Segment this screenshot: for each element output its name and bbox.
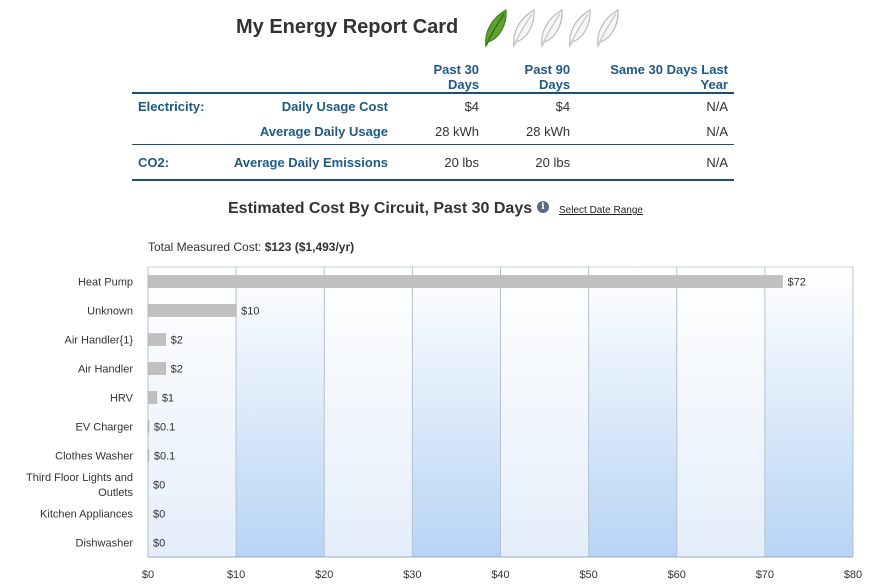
data-label: $0.1: [154, 422, 175, 434]
row-metric: Average Daily Usage: [259, 124, 388, 139]
stats-row: CO2: Average Daily Emissions 20 lbs 20 l…: [132, 144, 734, 181]
total-value: $123 ($1,493/yr): [264, 240, 355, 254]
energy-stats-table: Past 30 Days Past 90 Days Same 30 Days L…: [132, 62, 734, 181]
category-label: Air Handler{1}: [65, 335, 134, 347]
bar[interactable]: [147, 333, 166, 346]
total-measured-cost: Total Measured Cost: $123 ($1,493/yr): [148, 240, 354, 254]
grid-band: [500, 268, 589, 557]
column-header: Past 90 Days: [524, 62, 571, 92]
category-label: Air Handler: [78, 364, 133, 376]
report-title: My Energy Report Card: [236, 16, 459, 38]
row-value: 28 kWh: [434, 124, 480, 139]
data-label: $0: [153, 509, 165, 521]
row-value: 28 kWh: [526, 124, 571, 139]
stats-row: Average Daily Usage 28 kWh 28 kWh N/A: [132, 119, 734, 145]
leaf-empty-icon: [569, 9, 591, 48]
bar[interactable]: [147, 275, 783, 288]
data-label: $72: [788, 277, 806, 289]
category-label: Kitchen Appliances: [40, 509, 133, 521]
grid-band: [764, 268, 853, 557]
data-label: $0.1: [154, 451, 175, 463]
x-tick-label: $40: [491, 569, 509, 581]
data-label: $0: [153, 480, 165, 492]
x-tick-label: $50: [579, 569, 597, 581]
leaf-filled-icon: [485, 9, 507, 48]
data-label: $2: [171, 364, 183, 376]
category-label: Heat Pump: [78, 277, 133, 289]
x-tick-label: $70: [756, 569, 774, 581]
row-value: N/A: [706, 124, 728, 139]
category-labels: Heat Pump Unknown Air Handler{1} Air Handle…: [26, 277, 134, 550]
leaf-empty-icon: [513, 9, 535, 48]
chart-title: Estimated Cost By Circuit, Past 30 Days: [228, 200, 533, 217]
data-label: $1: [162, 393, 174, 405]
x-tick-label: $10: [227, 569, 245, 581]
grid-band: [588, 268, 677, 557]
row-category: CO2:: [132, 144, 222, 181]
category-label: Unknown: [87, 306, 133, 318]
category-label: HRV: [110, 393, 134, 405]
bar[interactable]: [147, 449, 150, 462]
select-date-range-link[interactable]: Select Date Range: [559, 205, 643, 216]
row-value: N/A: [576, 92, 734, 119]
category-label: Outlets: [98, 487, 133, 499]
leaf-rating: [482, 8, 622, 52]
grid-lines: [147, 267, 854, 558]
grid-band: [324, 268, 413, 557]
data-labels: $72 $10 $2 $2 $1 $0.1 $0.1 $0 $0 $0: [153, 277, 806, 550]
data-label: $0: [153, 538, 165, 550]
row-value: N/A: [576, 144, 734, 181]
stats-header-row: Past 30 Days Past 90 Days Same 30 Days L…: [132, 62, 734, 93]
category-label: EV Charger: [76, 422, 134, 434]
row-value: $4: [485, 92, 577, 119]
category-label: Third Floor Lights and: [26, 472, 133, 484]
leaf-empty-icon: [541, 9, 563, 48]
category-label: Dishwasher: [76, 538, 134, 550]
column-header: Past 30 Days: [433, 62, 480, 92]
info-icon[interactable]: i: [537, 201, 549, 213]
row-value: 20 lbs: [394, 144, 486, 181]
row-value: 20 lbs: [485, 144, 577, 181]
x-tick-label: $60: [668, 569, 686, 581]
x-tick-label: $80: [844, 569, 862, 581]
x-tick-labels: $0 $10 $20 $30 $40 $50 $60 $70 $80: [142, 569, 862, 581]
bar[interactable]: [147, 420, 150, 433]
x-tick-label: $20: [315, 569, 333, 581]
row-metric: Average Daily Emissions: [222, 144, 394, 181]
grid-band: [412, 268, 501, 557]
stats-row: Electricity: Daily Usage Cost $4 $4 N/A: [132, 92, 734, 119]
category-label: Clothes Washer: [55, 451, 133, 463]
bar[interactable]: [147, 362, 166, 375]
x-tick-label: $30: [403, 569, 421, 581]
data-label: $2: [171, 335, 183, 347]
bar-series: [147, 275, 783, 462]
row-metric: Daily Usage Cost: [222, 92, 394, 119]
grid-band: [676, 268, 765, 557]
row-category: Electricity:: [132, 92, 222, 119]
x-tick-label: $0: [142, 569, 154, 581]
total-label: Total Measured Cost:: [148, 240, 262, 254]
row-value: $4: [394, 92, 486, 119]
bar[interactable]: [147, 391, 158, 404]
leaf-empty-icon: [597, 9, 619, 48]
column-header: Same 30 Days Last Year: [610, 62, 728, 92]
grid-band: [236, 268, 325, 557]
bar[interactable]: [147, 304, 237, 317]
data-label: $10: [241, 306, 259, 318]
